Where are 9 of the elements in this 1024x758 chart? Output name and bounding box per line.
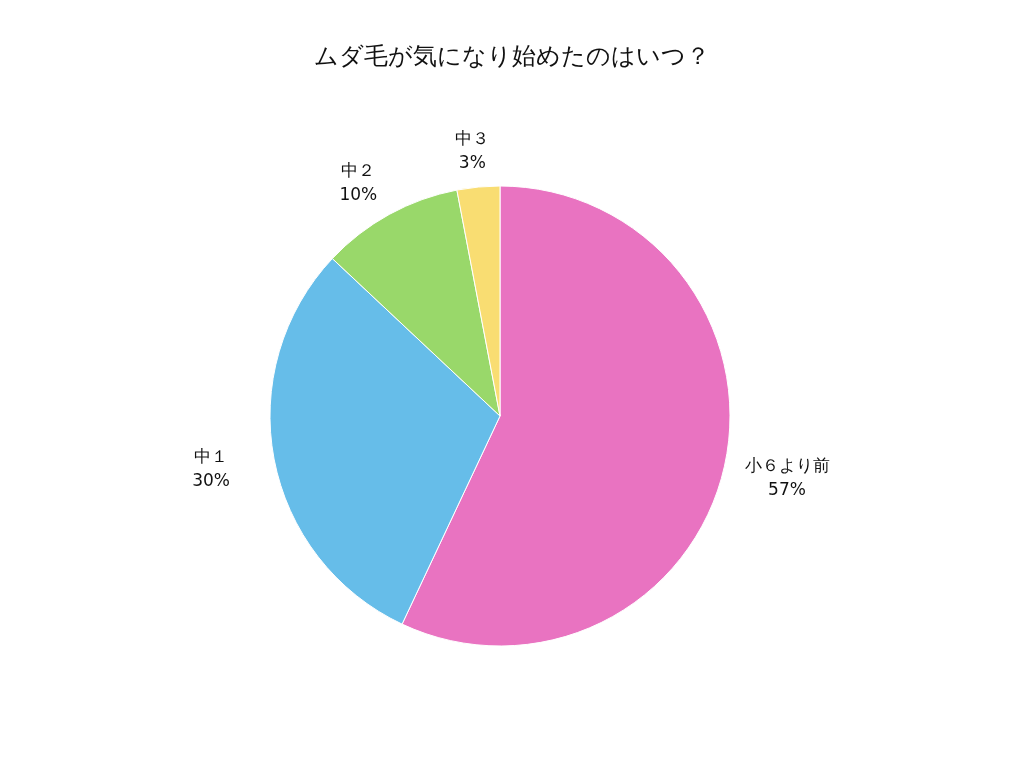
slice-label: 中３: [455, 128, 490, 149]
data-label: 30%: [192, 470, 231, 491]
data-label: 57%: [768, 478, 806, 499]
slice-label: 中１: [194, 446, 229, 467]
data-label: 10%: [339, 184, 378, 205]
slice-label: 中２: [341, 160, 376, 181]
data-label: 3%: [458, 152, 486, 173]
chart-title: ムダ毛が気になり始めたのはいつ？: [314, 42, 710, 70]
slice-label: 小６より前: [744, 454, 830, 475]
